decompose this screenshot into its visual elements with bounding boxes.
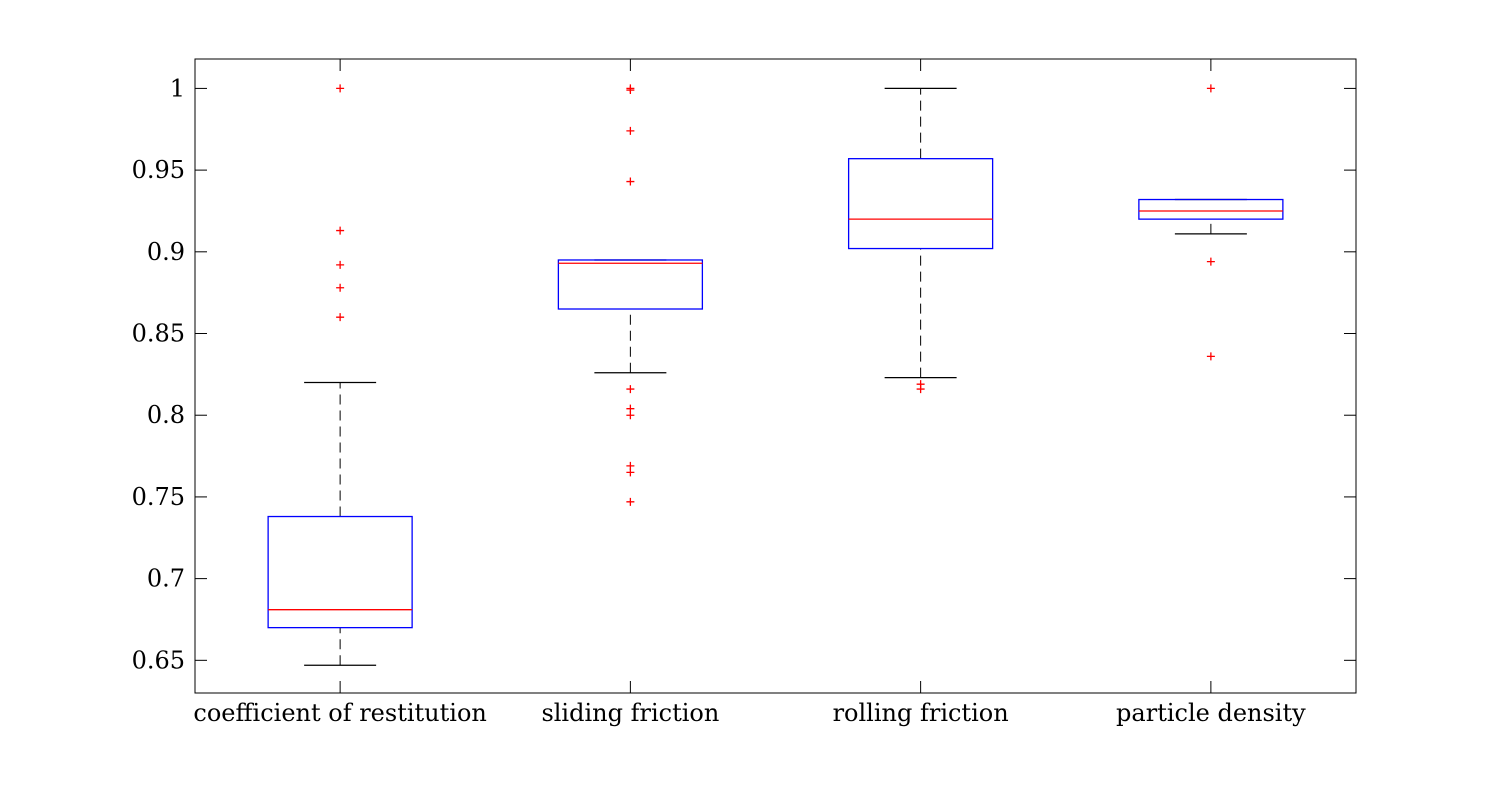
plot-area-frame <box>194 58 1357 694</box>
iqr-box <box>557 259 704 310</box>
box-group <box>847 87 994 394</box>
outlier-point <box>336 84 345 93</box>
y-tick-label: 1 <box>170 74 185 102</box>
outlier-point <box>626 84 635 93</box>
outlier-point <box>626 126 635 135</box>
y-tick-label: 0.65 <box>132 646 185 674</box>
y-tick-label: 0.85 <box>132 320 185 348</box>
box-group <box>1138 84 1284 361</box>
outlier-point <box>626 177 635 186</box>
x-category-label: coefficient of restitution <box>193 699 486 727</box>
y-tick-label: 0.75 <box>132 483 185 511</box>
y-tick-label: 0.7 <box>147 565 185 593</box>
y-tick-label: 0.8 <box>147 401 185 429</box>
x-category-label: rolling friction <box>833 699 1009 727</box>
outlier-point <box>626 497 635 506</box>
y-tick-label: 0.95 <box>132 156 185 184</box>
iqr-box <box>267 515 413 629</box>
box-group <box>267 84 413 666</box>
outlier-point <box>1206 257 1215 266</box>
x-category-label: sliding friction <box>541 699 719 727</box>
outlier-point <box>336 313 345 322</box>
outlier-point <box>1206 84 1215 93</box>
x-axis-categories: coefficient of restitution sliding fricti… <box>193 59 1306 727</box>
outlier-point <box>1206 352 1215 361</box>
y-axis: 0.65 0.7 0.75 0.8 0.85 0.9 0.95 1 <box>132 74 1356 674</box>
outlier-point <box>916 380 925 389</box>
outlier-point <box>336 226 345 235</box>
box-group <box>557 84 704 506</box>
outlier-point <box>626 404 635 413</box>
y-tick-label: 0.9 <box>147 238 185 266</box>
outlier-point <box>626 461 635 470</box>
iqr-box <box>1138 198 1284 220</box>
outlier-point <box>336 260 345 269</box>
outlier-point <box>336 283 345 292</box>
plot-marks <box>267 84 1284 666</box>
iqr-box <box>847 158 994 250</box>
x-category-label: particle density <box>1116 699 1306 727</box>
outlier-point <box>626 385 635 394</box>
